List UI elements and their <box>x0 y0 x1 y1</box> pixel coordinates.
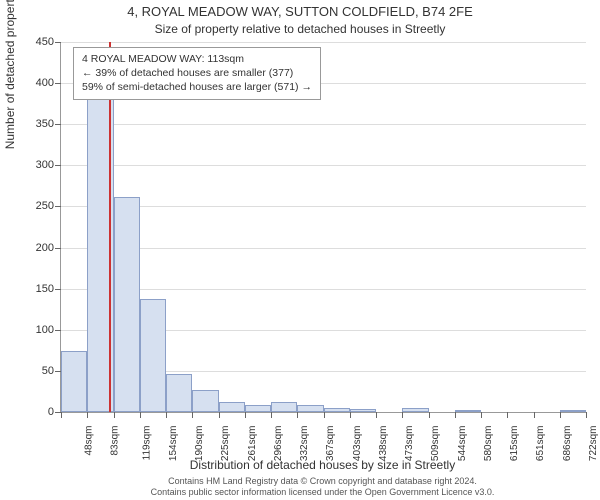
x-tick-label: 296sqm <box>273 426 284 462</box>
y-tick <box>55 165 61 166</box>
x-tick <box>87 412 88 418</box>
y-tick-label: 150 <box>24 283 54 295</box>
histogram-bar <box>114 197 140 412</box>
histogram-bar <box>560 410 586 412</box>
x-tick <box>560 412 561 418</box>
x-tick <box>61 412 62 418</box>
attribution: Contains HM Land Registry data © Crown c… <box>60 476 585 498</box>
y-tick <box>55 248 61 249</box>
x-tick-label: 119sqm <box>141 426 152 461</box>
attribution-line-1: Contains HM Land Registry data © Crown c… <box>60 476 585 487</box>
histogram-bar <box>297 405 323 412</box>
y-tick <box>55 330 61 331</box>
x-tick-label: 83sqm <box>110 426 121 456</box>
grid-line <box>61 289 586 290</box>
x-tick <box>271 412 272 418</box>
x-tick <box>402 412 403 418</box>
y-tick-label: 400 <box>24 77 54 89</box>
y-tick <box>55 206 61 207</box>
x-tick-label: 544sqm <box>457 426 468 462</box>
x-tick <box>192 412 193 418</box>
x-tick <box>166 412 167 418</box>
x-tick <box>481 412 482 418</box>
x-tick <box>534 412 535 418</box>
attribution-line-2: Contains public sector information licen… <box>60 487 585 498</box>
x-tick-label: 580sqm <box>483 426 494 462</box>
x-tick <box>586 412 587 418</box>
grid-line <box>61 165 586 166</box>
x-tick-label: 190sqm <box>194 426 205 462</box>
y-tick-label: 50 <box>24 365 54 377</box>
y-tick-label: 100 <box>24 324 54 336</box>
grid-line <box>61 42 586 43</box>
histogram-bar <box>245 405 271 412</box>
x-tick-label: 473sqm <box>404 426 415 462</box>
histogram-bar <box>140 299 166 412</box>
histogram-bar <box>455 410 481 412</box>
histogram-bar <box>324 408 350 412</box>
x-tick <box>219 412 220 418</box>
x-tick <box>350 412 351 418</box>
x-tick <box>140 412 141 418</box>
histogram-bar <box>219 402 245 412</box>
grid-line <box>61 124 586 125</box>
x-tick-label: 722sqm <box>588 426 599 462</box>
y-tick <box>55 83 61 84</box>
x-tick-label: 154sqm <box>168 426 179 462</box>
info-box: 4 ROYAL MEADOW WAY: 113sqm ← 39% of deta… <box>73 47 321 100</box>
x-tick-label: 403sqm <box>352 426 363 462</box>
y-tick <box>55 42 61 43</box>
x-tick-label: 261sqm <box>247 426 258 462</box>
x-tick-label: 438sqm <box>378 426 389 462</box>
histogram-bar <box>350 409 376 412</box>
x-tick-label: 367sqm <box>325 426 336 462</box>
info-line-1: 4 ROYAL MEADOW WAY: 113sqm <box>82 52 312 66</box>
histogram-bar <box>271 402 297 412</box>
y-axis-title: Number of detached properties <box>3 0 17 149</box>
y-tick-label: 450 <box>24 36 54 48</box>
x-tick <box>245 412 246 418</box>
y-tick-label: 200 <box>24 242 54 254</box>
x-tick-label: 686sqm <box>562 426 573 462</box>
x-tick-label: 48sqm <box>84 426 95 456</box>
x-tick <box>507 412 508 418</box>
histogram-bar <box>192 390 218 412</box>
histogram-bar <box>166 374 192 412</box>
info-line-2: ← 39% of detached houses are smaller (37… <box>82 66 312 80</box>
x-tick <box>324 412 325 418</box>
x-axis-title: Distribution of detached houses by size … <box>60 458 585 472</box>
grid-line <box>61 206 586 207</box>
x-tick <box>297 412 298 418</box>
x-tick-label: 509sqm <box>430 426 441 462</box>
grid-line <box>61 248 586 249</box>
x-tick-label: 615sqm <box>509 426 520 462</box>
x-tick-label: 225sqm <box>220 426 231 462</box>
info-line-3: 59% of semi-detached houses are larger (… <box>82 80 312 94</box>
y-tick-label: 350 <box>24 118 54 130</box>
title-sub: Size of property relative to detached ho… <box>0 22 600 36</box>
y-tick <box>55 289 61 290</box>
x-tick <box>114 412 115 418</box>
y-tick-label: 0 <box>24 406 54 418</box>
x-tick <box>455 412 456 418</box>
title-main: 4, ROYAL MEADOW WAY, SUTTON COLDFIELD, B… <box>0 4 600 19</box>
y-tick <box>55 124 61 125</box>
x-tick-label: 651sqm <box>535 426 546 462</box>
x-tick-label: 332sqm <box>299 426 310 462</box>
x-tick <box>429 412 430 418</box>
y-tick-label: 250 <box>24 200 54 212</box>
histogram-bar <box>61 351 87 412</box>
y-tick-label: 300 <box>24 159 54 171</box>
histogram-bar <box>402 408 428 412</box>
x-tick <box>376 412 377 418</box>
